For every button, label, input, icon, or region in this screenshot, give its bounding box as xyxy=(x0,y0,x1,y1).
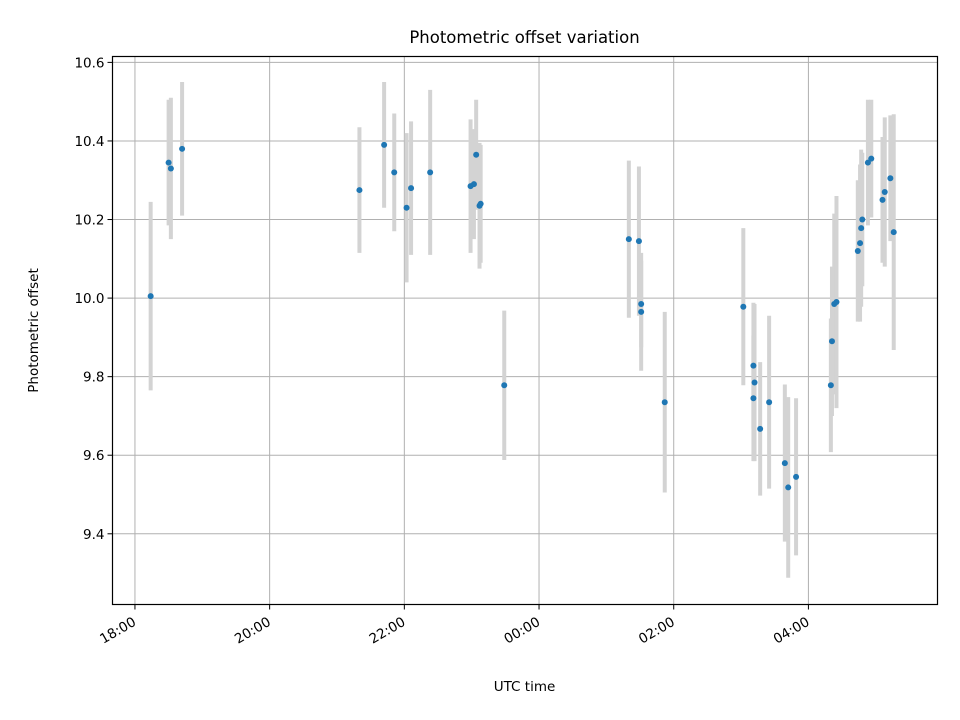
data-point xyxy=(827,382,834,389)
data-point xyxy=(165,159,172,166)
y-tick-label: 10.2 xyxy=(74,213,104,229)
data-point xyxy=(890,229,897,236)
y-tick-label: 10.6 xyxy=(74,55,104,71)
data-point xyxy=(740,303,747,310)
data-point xyxy=(881,189,888,196)
x-tick-label: 02:00 xyxy=(636,614,678,647)
data-point xyxy=(477,200,484,207)
data-point xyxy=(857,240,864,247)
data-point xyxy=(638,308,645,315)
y-tick-label: 9.4 xyxy=(83,527,104,543)
data-point xyxy=(879,196,886,203)
error-bars xyxy=(148,82,896,578)
data-point xyxy=(828,338,835,345)
x-tick-label: 18:00 xyxy=(97,614,139,647)
data-point xyxy=(785,484,792,491)
y-axis-label: Photometric offset xyxy=(26,268,42,392)
y-tick-label: 10.4 xyxy=(74,134,104,150)
data-point xyxy=(858,225,865,232)
data-point xyxy=(179,145,186,152)
data-point xyxy=(356,187,363,194)
y-tick-label: 10.0 xyxy=(74,291,104,307)
data-point xyxy=(750,362,757,369)
data-point xyxy=(750,395,757,402)
data-point xyxy=(635,238,642,245)
x-tick-label: 00:00 xyxy=(501,614,543,647)
data-point xyxy=(868,155,875,162)
x-tick-label: 20:00 xyxy=(232,614,274,647)
plot-frame xyxy=(111,55,939,606)
data-point xyxy=(757,425,764,432)
data-point xyxy=(887,175,894,182)
data-point xyxy=(408,185,415,192)
data-point xyxy=(427,169,434,176)
x-tick-label: 22:00 xyxy=(367,614,409,647)
data-point xyxy=(859,216,866,223)
chart-title: Photometric offset variation xyxy=(409,28,639,47)
data-point xyxy=(147,293,154,300)
data-point xyxy=(793,473,800,480)
data-point xyxy=(833,299,840,306)
data-point xyxy=(638,300,645,307)
x-axis-ticks: 18:00 20:00 22:00 00:00 02:00 04:00 xyxy=(97,604,813,647)
data-point xyxy=(403,204,410,211)
y-tick-label: 9.6 xyxy=(83,448,104,464)
data-points xyxy=(147,141,897,491)
y-tick-label: 9.8 xyxy=(83,370,104,386)
data-point xyxy=(766,399,773,406)
data-point xyxy=(473,151,480,158)
data-point xyxy=(781,460,788,467)
data-point xyxy=(501,382,508,389)
x-tick-label: 04:00 xyxy=(771,614,813,647)
data-point xyxy=(470,181,477,188)
grid-lines xyxy=(112,56,938,605)
data-point xyxy=(751,379,758,386)
x-axis-label: UTC time xyxy=(494,679,556,695)
y-axis-ticks: 9.4 9.6 9.8 10.0 10.2 10.4 10.6 xyxy=(74,55,113,543)
data-point xyxy=(167,165,174,172)
data-point xyxy=(381,141,388,148)
data-point xyxy=(391,169,398,176)
data-point xyxy=(625,236,632,243)
data-point xyxy=(661,399,668,406)
data-point xyxy=(854,247,861,254)
data-point xyxy=(864,159,871,166)
